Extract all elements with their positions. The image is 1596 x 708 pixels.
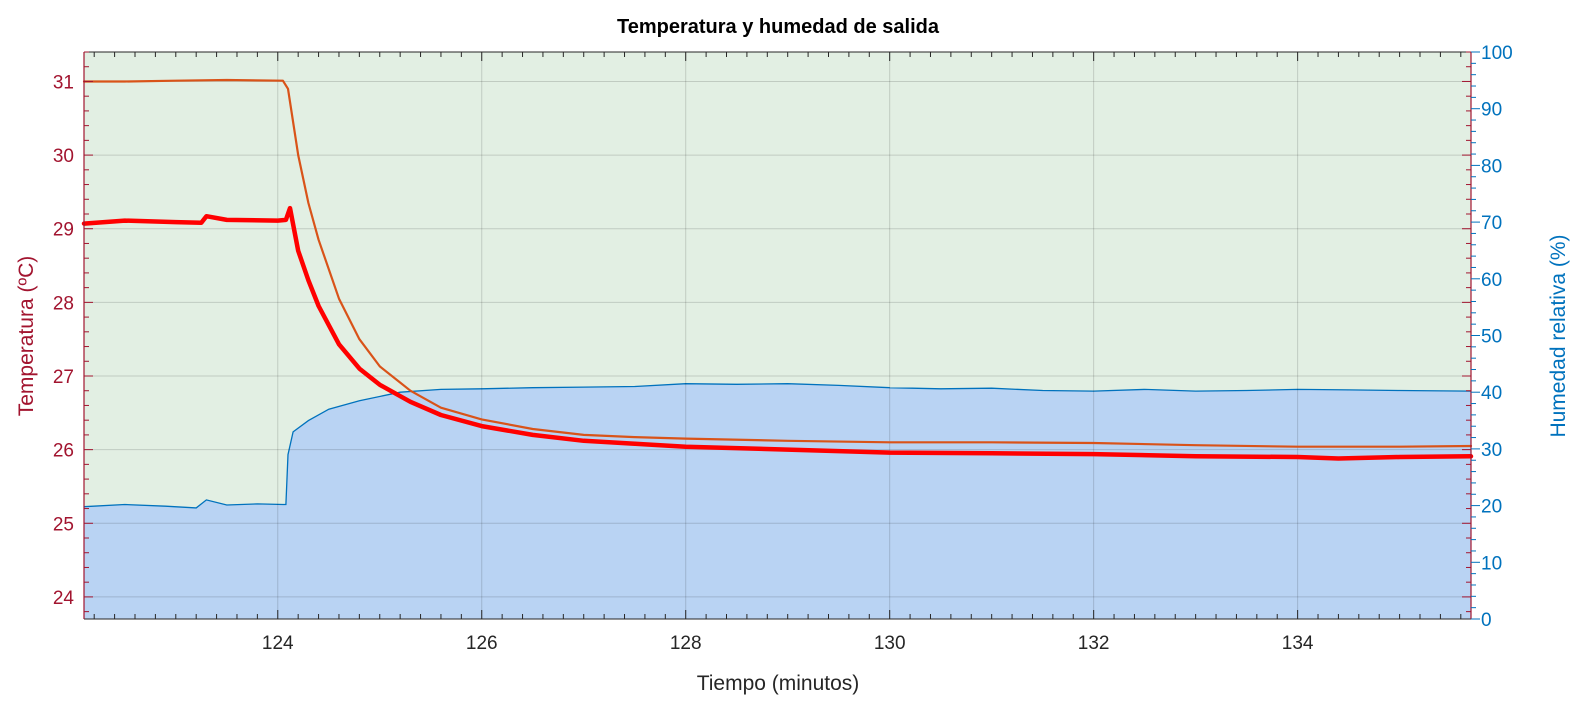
y-right-tick-label: 60 xyxy=(1481,270,1502,291)
chart-title: Temperatura y humedad de salida xyxy=(617,16,940,38)
y-axis-left: 24 25 26 27 28 29 30 31 xyxy=(53,51,1471,613)
y-left-tick-label: 24 xyxy=(53,588,75,609)
y-right-tick-label: 30 xyxy=(1481,440,1502,461)
y-right-tick-label: 70 xyxy=(1481,213,1502,234)
temperature-line-thin xyxy=(82,78,1473,448)
y-right-tick-label: 10 xyxy=(1481,553,1502,574)
x-axis: 124 126 128 130 132 134 xyxy=(93,52,1462,654)
y-axis-right: 0 10 20 30 40 50 60 70 80 90 100 xyxy=(1471,43,1513,631)
grid xyxy=(84,52,1471,619)
y-axis-left-label: Temperatura (ºC) xyxy=(15,256,38,417)
y-right-tick-label: 40 xyxy=(1481,383,1502,404)
x-tick-label: 132 xyxy=(1078,633,1110,654)
y-axis-right-label: Humedad relativa (%) xyxy=(1547,234,1570,437)
y-left-tick-label: 25 xyxy=(53,514,74,535)
y-right-tick-label: 0 xyxy=(1481,610,1492,631)
y-left-tick-label: 27 xyxy=(53,367,74,388)
y-right-tick-label: 90 xyxy=(1481,100,1502,121)
humidity-area xyxy=(84,383,1471,619)
y-right-tick-label: 20 xyxy=(1481,497,1502,518)
x-tick-label: 134 xyxy=(1282,633,1314,654)
y-left-tick-label: 28 xyxy=(53,293,74,314)
y-left-tick-label: 31 xyxy=(53,72,74,93)
y-left-tick-label: 30 xyxy=(53,146,74,167)
temperature-line-thick xyxy=(81,205,1474,461)
y-left-tick-label: 26 xyxy=(53,441,74,462)
y-right-tick-label: 80 xyxy=(1481,156,1502,177)
humidity-line xyxy=(83,383,1472,509)
x-tick-label: 126 xyxy=(466,633,498,654)
x-tick-label: 124 xyxy=(262,633,294,654)
x-axis-label: Tiempo (minutos) xyxy=(697,672,860,695)
x-tick-label: 128 xyxy=(670,633,702,654)
plot-area xyxy=(81,51,1474,620)
x-tick-label: 130 xyxy=(874,633,906,654)
y-right-tick-label: 50 xyxy=(1481,327,1502,348)
y-right-tick-label: 100 xyxy=(1481,43,1513,64)
y-left-tick-label: 29 xyxy=(53,220,74,241)
